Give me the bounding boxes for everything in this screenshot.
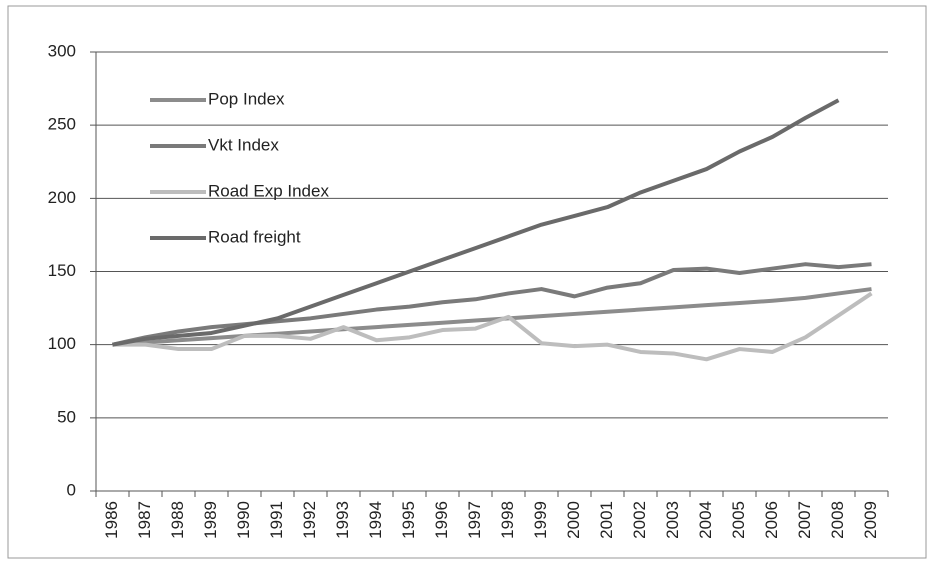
y-tick-label: 250 [48, 115, 76, 134]
x-tick-label: 2007 [795, 501, 814, 539]
series-line [112, 262, 872, 347]
x-tick-label: 1990 [234, 501, 253, 539]
x-tick-label: 1998 [498, 501, 517, 539]
legend-label: Vkt Index [208, 135, 279, 154]
y-tick-label: 50 [57, 407, 76, 426]
x-tick-label: 2003 [663, 501, 682, 539]
x-tick-label: 2009 [861, 501, 880, 539]
chart-frame [7, 5, 927, 559]
y-tick-label: 0 [67, 480, 76, 499]
x-tick-label: 2000 [564, 501, 583, 539]
y-tick-label: 200 [48, 188, 76, 207]
x-tick-label: 1989 [201, 501, 220, 539]
y-tick-label: 300 [48, 41, 76, 60]
x-tick-label: 1995 [399, 501, 418, 539]
x-tick-label: 2004 [696, 501, 715, 539]
x-tick-label: 1993 [333, 501, 352, 539]
x-tick-label: 1986 [102, 501, 121, 539]
x-tick-label: 1999 [531, 501, 550, 539]
legend-label: Road Exp Index [208, 181, 329, 200]
y-tick-label: 150 [48, 261, 76, 280]
x-tick-label: 1994 [366, 501, 385, 539]
y-tick-label: 100 [48, 334, 76, 353]
x-tick-label: 1996 [432, 501, 451, 539]
x-tick-label: 2006 [762, 501, 781, 539]
x-tick-label: 1987 [135, 501, 154, 539]
legend-label: Road freight [208, 227, 301, 246]
legend-label: Pop Index [208, 89, 285, 108]
x-tick-label: 1992 [300, 501, 319, 539]
x-tick-label: 2008 [828, 501, 847, 539]
x-tick-label: 2005 [729, 501, 748, 539]
series-line [112, 98, 840, 347]
x-tick-label: 1991 [267, 501, 286, 539]
x-tick-label: 2001 [597, 501, 616, 539]
x-tick-label: 1997 [465, 501, 484, 539]
x-tick-label: 1988 [168, 501, 187, 539]
series-line [112, 291, 873, 362]
x-tick-label: 2002 [630, 501, 649, 539]
